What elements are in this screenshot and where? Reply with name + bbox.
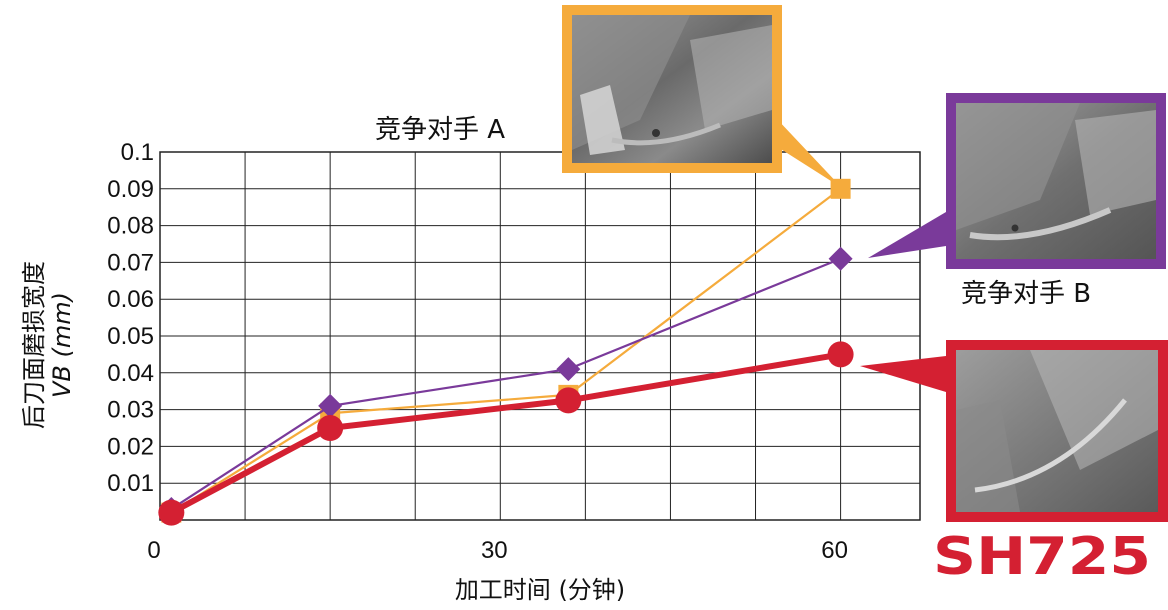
y-tick-label: 0.1 (121, 139, 154, 166)
data-point-diamond (318, 393, 343, 418)
y-tick-label: 0.01 (107, 470, 154, 497)
callout-competitor-b: 竞争对手 B (868, 93, 1166, 309)
x-tick-label: 60 (821, 537, 848, 564)
callout-b-pointer (868, 212, 946, 258)
series-line (170, 257, 842, 510)
y-tick-label: 0.05 (107, 323, 154, 350)
y-axis-unit: VB (mm) (48, 292, 76, 398)
series-line (169, 351, 842, 516)
x-tick-labels: 0 30 60 (147, 537, 848, 564)
series-layer (158, 178, 854, 526)
x-axis-title: 加工时间 (分钟) (455, 576, 625, 604)
y-tick-label: 0.09 (107, 176, 154, 203)
brand-logo-sh725: SH725 (933, 527, 1151, 587)
callout-a-label: 竞争对手 A (375, 115, 505, 145)
x-tick-label: 0 (147, 537, 160, 564)
callout-b-photo (956, 103, 1156, 259)
y-tick-label: 0.07 (107, 249, 154, 276)
y-tick-label: 0.08 (107, 213, 154, 240)
callout-sh725-pointer (860, 356, 946, 392)
data-point-diamond (556, 357, 581, 382)
series-line (170, 187, 842, 514)
data-point-square (830, 178, 851, 199)
y-tick-label: 0.04 (107, 360, 154, 387)
data-point-circle (158, 499, 185, 526)
y-tick-label: 0.03 (107, 397, 154, 424)
callout-competitor-a: 竞争对手 A (375, 5, 842, 188)
callout-a-pointer (776, 118, 842, 188)
callout-sh725-photo (956, 350, 1158, 512)
callout-sh725: SH725 (860, 340, 1168, 587)
series-2 (158, 341, 854, 526)
y-tick-label: 0.02 (107, 433, 154, 460)
data-point-circle (317, 415, 344, 441)
callout-a-photo (572, 15, 772, 163)
grid-lines (160, 151, 920, 520)
callout-b-label: 竞争对手 B (961, 279, 1091, 309)
x-tick-label: 30 (481, 537, 508, 564)
y-axis-title: 后刀面磨损宽度 (20, 261, 48, 429)
y-tick-labels: 0.01 0.02 0.03 0.04 0.05 0.06 0.07 0.08 0.09 0.1 (107, 139, 154, 497)
data-point-circle (827, 341, 854, 368)
data-point-circle (555, 387, 582, 414)
data-point-diamond (828, 246, 853, 271)
plot-area: 0.010.020.030.040.050.060.070.080.090.1 … (107, 139, 921, 564)
y-tick-label: 0.06 (107, 286, 154, 313)
